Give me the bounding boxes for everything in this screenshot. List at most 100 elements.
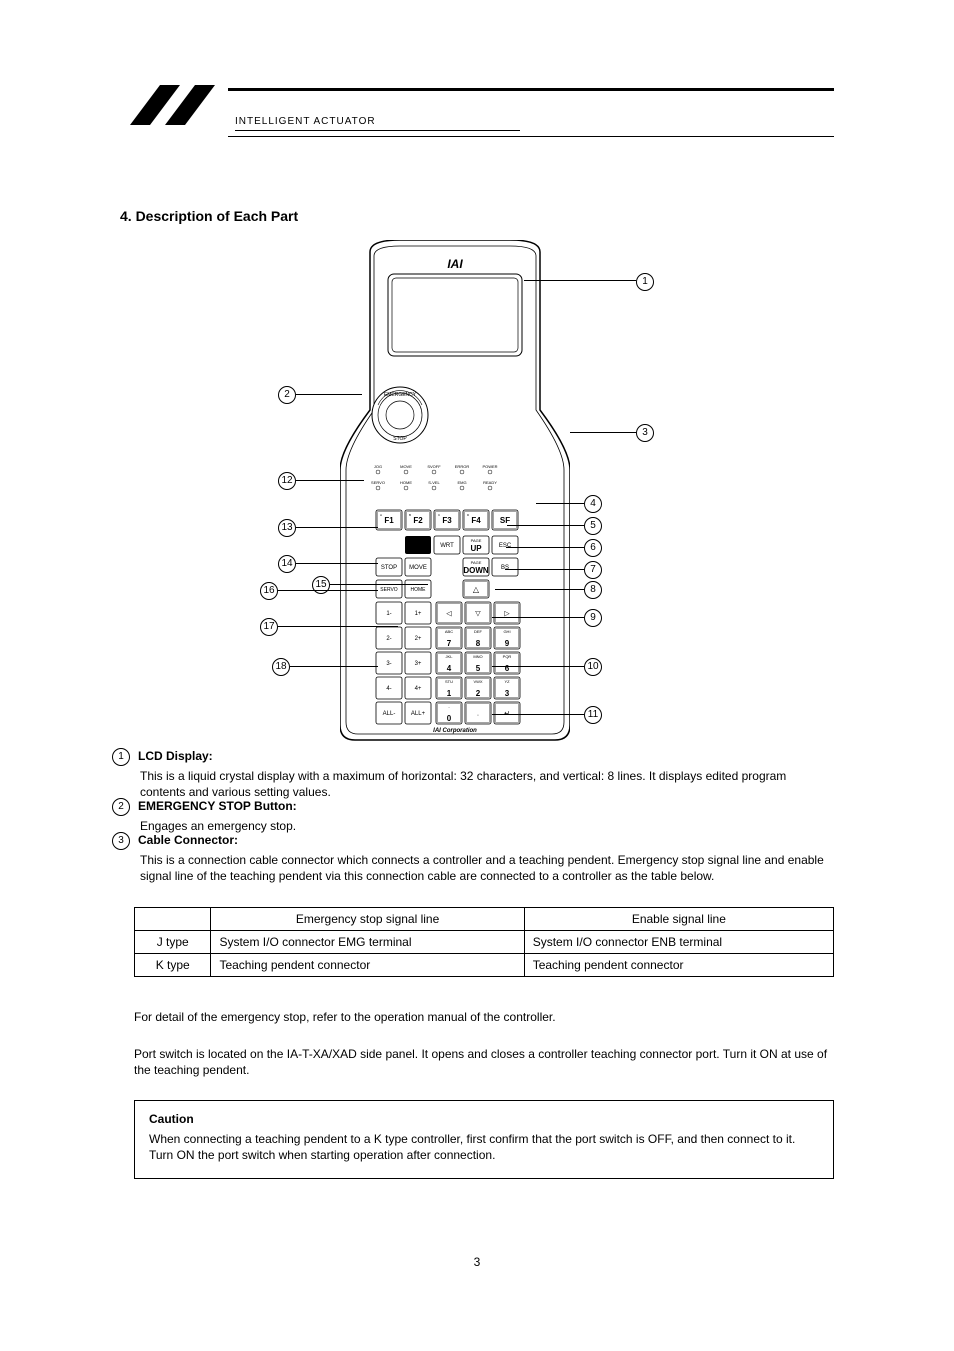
table-cell: System I/O connector EMG terminal — [211, 931, 524, 954]
svg-text:3-: 3- — [386, 661, 391, 667]
callout-marker: 11 — [584, 706, 602, 724]
table-cell: J type — [135, 931, 211, 954]
callout-leader — [296, 563, 378, 564]
svg-text:F1: F1 — [384, 516, 394, 525]
callout-marker: 14 — [278, 555, 296, 573]
callout-leader — [506, 547, 584, 548]
svg-text:PQR: PQR — [503, 654, 512, 659]
svg-text:S-VEL: S-VEL — [428, 480, 440, 485]
svg-text:HOME: HOME — [400, 480, 412, 485]
table-header-cell: Enable signal line — [524, 908, 833, 931]
svg-text:9: 9 — [505, 639, 510, 648]
svg-text:4: 4 — [447, 664, 452, 673]
svg-text:8: 8 — [476, 639, 481, 648]
svg-text:5: 5 — [476, 664, 481, 673]
svg-text:MNO: MNO — [473, 654, 482, 659]
svg-text:0: 0 — [447, 714, 452, 723]
svg-text:ERROR: ERROR — [455, 464, 470, 469]
caution-box: Caution When connecting a teaching pende… — [134, 1100, 834, 1179]
brand-subtitle: INTELLIGENT ACTUATOR — [235, 116, 384, 127]
page-number: 3 — [0, 1255, 954, 1269]
svg-text:PAGE: PAGE — [471, 538, 482, 543]
callout-leader — [278, 590, 378, 591]
device-figure: IAI EMERGENCY STOP JOGMOVESVOFFERRORPOWE… — [340, 240, 570, 750]
table-note: For detail of the emergency stop, refer … — [134, 1010, 556, 1024]
callout-marker: 15 — [312, 576, 330, 594]
callout-leader — [505, 569, 584, 570]
table-row: K typeTeaching pendent connectorTeaching… — [135, 954, 834, 977]
callout-leader — [570, 432, 636, 433]
callout-marker: 7 — [584, 561, 602, 579]
svg-text:EMERGENCY: EMERGENCY — [384, 392, 417, 398]
svg-text:7: 7 — [447, 639, 452, 648]
table-header-cell: Emergency stop signal line — [211, 908, 524, 931]
svg-text:UP: UP — [470, 544, 482, 553]
legend-title: Cable Connector: — [138, 833, 238, 847]
svg-text:ALL-: ALL- — [383, 711, 396, 717]
svg-text:PAGE: PAGE — [471, 560, 482, 565]
callout-marker: 18 — [272, 658, 290, 676]
svg-text:MOVE: MOVE — [400, 464, 412, 469]
callout-marker: 9 — [584, 609, 602, 627]
svg-text:3+: 3+ — [415, 661, 422, 667]
svg-text:F4: F4 — [471, 516, 481, 525]
svg-text:ALL+: ALL+ — [411, 711, 426, 717]
svg-text:MOVE: MOVE — [409, 565, 427, 571]
callout-leader — [507, 525, 584, 526]
svg-text:B: B — [409, 513, 411, 517]
svg-text:STOP: STOP — [381, 565, 397, 571]
callout-leader — [495, 589, 584, 590]
legend-item: 3Cable Connector:This is a connection ca… — [112, 832, 832, 884]
svg-text:STU: STU — [445, 679, 453, 684]
callout-leader — [330, 584, 428, 585]
svg-text:2-: 2- — [386, 636, 391, 642]
svg-text:HOME: HOME — [411, 587, 427, 593]
table-cell: Teaching pendent connector — [524, 954, 833, 977]
port-switch-paragraph: Port switch is located on the IA-T-XA/XA… — [134, 1046, 834, 1078]
callout-marker: 17 — [260, 618, 278, 636]
legend-body: This is a connection cable connector whi… — [140, 852, 832, 884]
legend-title: EMERGENCY STOP Button: — [138, 799, 297, 813]
table-cell: System I/O connector ENB terminal — [524, 931, 833, 954]
callout-marker: 12 — [278, 472, 296, 490]
callout-marker: 10 — [584, 658, 602, 676]
legend-title: LCD Display: — [138, 749, 213, 763]
callout-leader — [290, 666, 378, 667]
svg-text:F2: F2 — [413, 516, 423, 525]
caution-title: Caution — [149, 1111, 819, 1127]
callout-marker: 16 — [260, 582, 278, 600]
callout-leader — [524, 280, 636, 281]
callout-leader — [296, 394, 362, 395]
svg-text:1: 1 — [447, 689, 452, 698]
svg-text:A: A — [380, 513, 382, 517]
legend-body: This is a liquid crystal display with a … — [140, 768, 832, 800]
table-cell: Teaching pendent connector — [211, 954, 524, 977]
callout-leader — [492, 666, 584, 667]
caution-body: When connecting a teaching pendent to a … — [149, 1131, 819, 1163]
callout-marker: 1 — [636, 273, 654, 291]
svg-text:VWX: VWX — [473, 679, 482, 684]
svg-text:WRT: WRT — [440, 543, 454, 549]
svg-text:SERVO: SERVO — [371, 480, 385, 485]
svg-text:1-: 1- — [386, 611, 391, 617]
callout-leader — [278, 626, 398, 627]
svg-text:2+: 2+ — [415, 636, 422, 642]
emergency-stop-button[interactable]: EMERGENCY STOP — [372, 387, 428, 443]
svg-text:4-: 4- — [386, 686, 391, 692]
svg-text:POWER: POWER — [482, 464, 497, 469]
svg-text:SERVO: SERVO — [380, 587, 398, 593]
legend-item: 1LCD Display:This is a liquid crystal di… — [112, 748, 832, 800]
device-brand: IAI — [447, 257, 463, 271]
cable-table: Emergency stop signal lineEnable signal … — [134, 907, 834, 977]
svg-text:3: 3 — [505, 689, 510, 698]
svg-text:.: . — [477, 710, 479, 717]
svg-text:YZ: YZ — [504, 679, 510, 684]
page: INTELLIGENT ACTUATOR 4. Description of E… — [0, 0, 954, 1351]
svg-text:DEF: DEF — [474, 629, 483, 634]
svg-text:GHI: GHI — [503, 629, 510, 634]
svg-text:SF: SF — [500, 516, 510, 525]
svg-text:ABC: ABC — [445, 629, 453, 634]
callout-leader — [492, 617, 584, 618]
callout-marker: 6 — [584, 539, 602, 557]
brand-underline — [235, 130, 520, 131]
